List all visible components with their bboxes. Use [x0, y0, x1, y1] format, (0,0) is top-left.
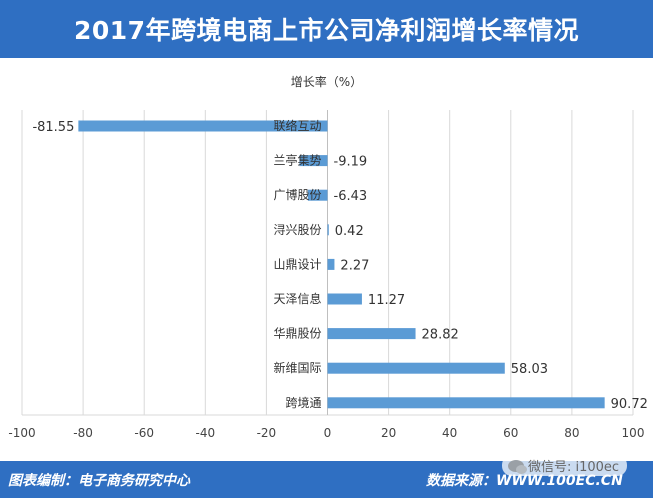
category-label: 联络互动 — [273, 118, 321, 133]
data-label: -81.55 — [32, 120, 74, 135]
bar-chart: -100 -80 -60 -40 -20 0 20 40 60 80 100 联络互动 -81.55 兰亭… — [8, 110, 648, 440]
category-label: 新维国际 — [273, 360, 321, 375]
bar — [327, 328, 416, 340]
category-label: 广博股份 — [273, 187, 321, 202]
bar — [299, 155, 328, 167]
x-tick-label: -40 — [195, 426, 215, 440]
x-tick-label: 60 — [503, 426, 518, 440]
category-label: 华鼎股份 — [273, 327, 321, 341]
bar — [327, 293, 362, 305]
x-tick-label: -20 — [257, 426, 277, 440]
data-label: 58.03 — [511, 362, 548, 377]
footer-compiler: 图表编制：电子商务研究中心 — [8, 473, 190, 489]
x-tick-label: 40 — [442, 426, 457, 440]
category-label: 山鼎设计 — [273, 257, 321, 271]
x-tick-label: 80 — [564, 426, 579, 440]
bar — [327, 397, 605, 409]
x-tick-label: 0 — [324, 426, 332, 440]
x-tick-label: -60 — [134, 426, 154, 440]
data-label: -9.19 — [334, 155, 368, 170]
bar — [327, 224, 329, 236]
data-label: 28.82 — [422, 328, 459, 343]
bar — [307, 189, 328, 201]
x-tick-label: 20 — [381, 426, 396, 440]
category-label: 浔兴股份 — [273, 223, 321, 237]
x-tick-label: 100 — [622, 426, 645, 440]
axis-title: 增长率（%） — [290, 75, 363, 89]
category-label: 天泽信息 — [273, 291, 321, 306]
data-label: 0.42 — [335, 224, 364, 239]
bar — [327, 258, 335, 270]
footer-source: 数据来源：WWW.100EC.CN — [426, 473, 623, 489]
category-label: 兰亭集势 — [273, 153, 321, 168]
bar — [327, 362, 505, 374]
title-bar: 2017年跨境电商上市公司净利润增长率情况 — [0, 0, 653, 58]
bar — [78, 120, 328, 132]
data-label: 2.27 — [340, 258, 369, 273]
wechat-icon — [508, 459, 527, 474]
data-label: 90.72 — [611, 397, 648, 412]
category-label: 跨境通 — [285, 395, 321, 410]
wechat-id: 微信号: i100ec — [528, 460, 620, 475]
data-label: -6.43 — [334, 189, 368, 204]
x-tick-label: -100 — [8, 426, 35, 440]
x-tick-label: -80 — [73, 426, 93, 440]
chart-title: 2017年跨境电商上市公司净利润增长率情况 — [73, 16, 580, 45]
data-label: 11.27 — [368, 293, 405, 308]
wechat-badge: 微信号: i100ec — [502, 455, 628, 476]
